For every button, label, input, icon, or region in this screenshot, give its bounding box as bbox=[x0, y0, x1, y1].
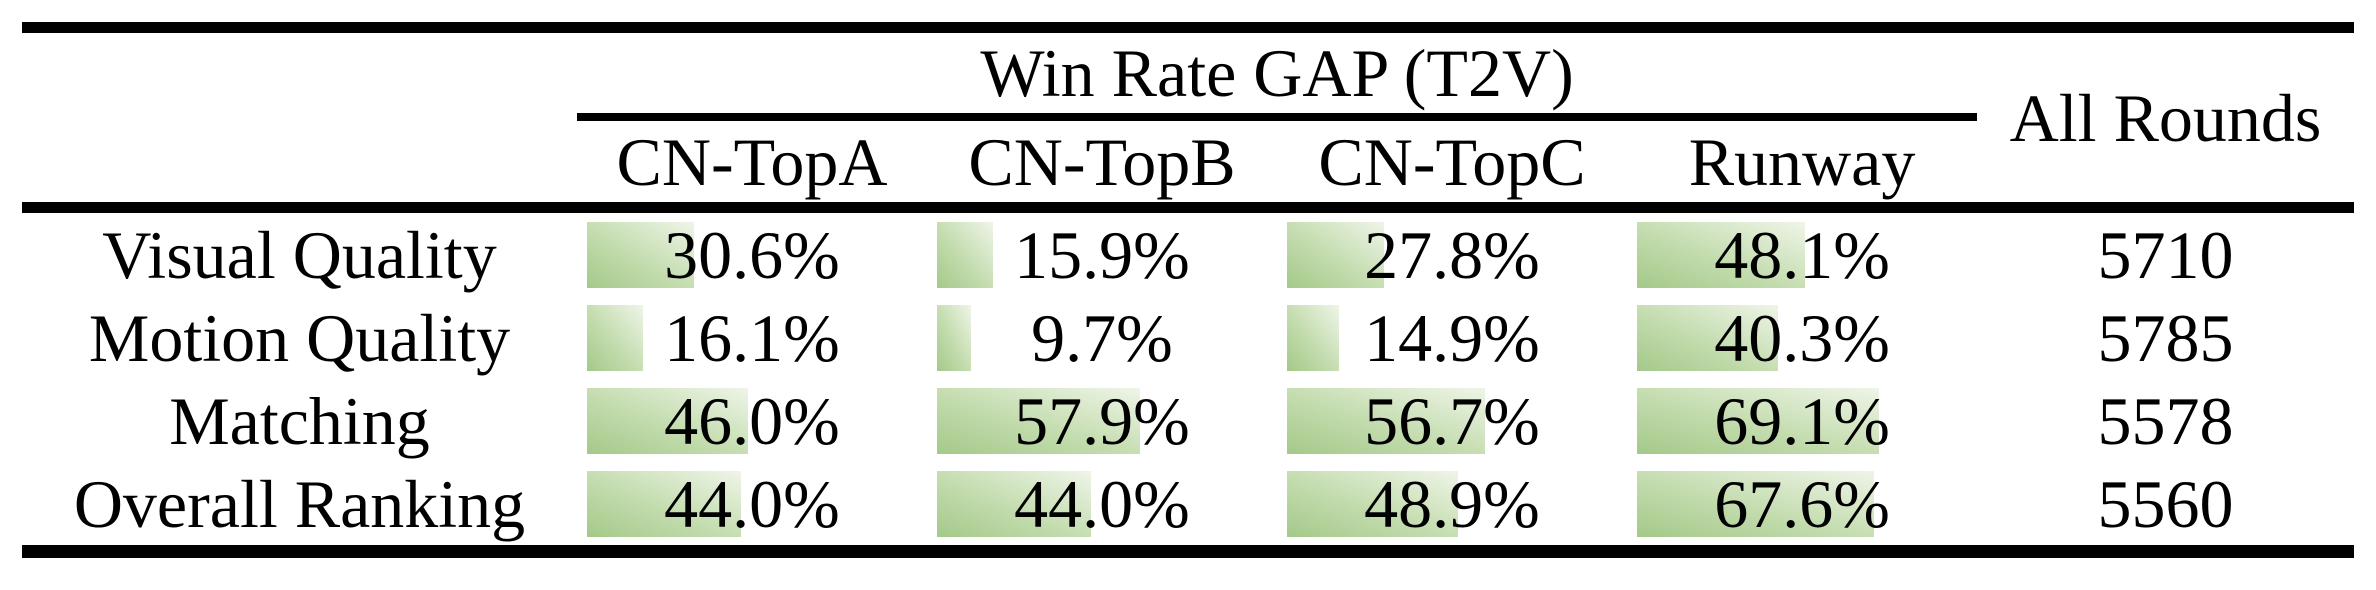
value-cell: 57.9% bbox=[927, 379, 1277, 462]
data-bar bbox=[1287, 470, 1459, 537]
column-header-cn-topa: CN-TopA bbox=[616, 123, 888, 200]
data-bar bbox=[1287, 304, 1340, 371]
column-header-runway: Runway bbox=[1688, 123, 1916, 200]
win-rate-gap-table: Win Rate GAP (T2V) All Rounds CN-TopA CN… bbox=[22, 22, 2355, 558]
row-label-motion-quality: Motion Quality bbox=[88, 299, 511, 376]
value-cell: 40.3% bbox=[1627, 296, 1977, 379]
column-header-cn-topb: CN-TopB bbox=[968, 123, 1236, 200]
column-header-row: CN-TopA CN-TopB CN-TopC Runway bbox=[22, 117, 2354, 208]
percentage-value: 40.3% bbox=[1714, 299, 1890, 376]
table-row: Motion Quality 16.1% 9.7% 14.9% 40.3% 57… bbox=[22, 296, 2354, 379]
percentage-value: 9.7% bbox=[1031, 299, 1173, 376]
value-cell: 48.1% bbox=[1627, 208, 1977, 297]
data-bar bbox=[1287, 221, 1385, 288]
percentage-value: 44.0% bbox=[664, 465, 840, 542]
data-bar bbox=[587, 221, 695, 288]
data-bar bbox=[937, 221, 993, 288]
all-rounds-value: 5785 bbox=[2097, 299, 2234, 376]
value-cell: 44.0% bbox=[927, 462, 1277, 552]
column-header-cn-topc: CN-TopC bbox=[1318, 123, 1586, 200]
row-label-matching: Matching bbox=[169, 382, 430, 459]
value-cell: 16.1% bbox=[577, 296, 927, 379]
value-cell: 9.7% bbox=[927, 296, 1277, 379]
table-row: Matching 46.0% 57.9% 56.7% 69.1% 5578 bbox=[22, 379, 2354, 462]
title-row: Win Rate GAP (T2V) All Rounds bbox=[22, 27, 2354, 208]
corner-cell bbox=[22, 27, 577, 208]
value-cell: 46.0% bbox=[577, 379, 927, 462]
data-bar bbox=[1637, 304, 1779, 371]
value-cell: 27.8% bbox=[1277, 208, 1627, 297]
all-rounds-value: 5578 bbox=[2097, 382, 2234, 459]
table-header: Win Rate GAP (T2V) All Rounds CN-TopA CN… bbox=[22, 27, 2355, 208]
data-bar bbox=[937, 304, 971, 371]
all-rounds-value: 5710 bbox=[2097, 216, 2234, 293]
all-rounds-value: 5560 bbox=[2097, 465, 2234, 542]
value-cell: 56.7% bbox=[1277, 379, 1627, 462]
table-row: Visual Quality 30.6% 15.9% 27.8% 48.1% 5… bbox=[22, 208, 2354, 297]
percentage-value: 46.0% bbox=[664, 382, 840, 459]
percentage-value: 44.0% bbox=[1014, 465, 1190, 542]
percentage-value: 15.9% bbox=[1014, 216, 1190, 293]
row-label-visual-quality: Visual Quality bbox=[102, 216, 497, 293]
percentage-value: 56.7% bbox=[1364, 382, 1540, 459]
table-row: Overall Ranking 44.0% 44.0% 48.9% 67.6% … bbox=[22, 462, 2354, 552]
percentage-value: 69.1% bbox=[1714, 382, 1890, 459]
percentage-value: 30.6% bbox=[664, 216, 840, 293]
percentage-value: 16.1% bbox=[664, 299, 840, 376]
percentage-value: 57.9% bbox=[1014, 382, 1190, 459]
data-bar bbox=[1637, 387, 1879, 454]
table-body: Visual Quality 30.6% 15.9% 27.8% 48.1% 5… bbox=[22, 208, 2354, 552]
percentage-value: 48.1% bbox=[1714, 216, 1890, 293]
percentage-value: 27.8% bbox=[1364, 216, 1540, 293]
data-bar bbox=[587, 387, 748, 454]
data-bar bbox=[1637, 221, 1806, 288]
data-bar bbox=[937, 387, 1140, 454]
percentage-value: 14.9% bbox=[1364, 299, 1540, 376]
table-title: Win Rate GAP (T2V) bbox=[577, 27, 1978, 121]
data-bar bbox=[937, 470, 1091, 537]
value-cell: 14.9% bbox=[1277, 296, 1627, 379]
column-header-all-rounds: All Rounds bbox=[2009, 79, 2322, 156]
data-bar bbox=[1287, 387, 1486, 454]
value-cell: 67.6% bbox=[1627, 462, 1977, 552]
percentage-value: 67.6% bbox=[1714, 465, 1890, 542]
data-bar bbox=[1637, 470, 1874, 537]
row-label-overall-ranking: Overall Ranking bbox=[73, 465, 526, 542]
data-bar bbox=[587, 304, 644, 371]
percentage-value: 48.9% bbox=[1364, 465, 1540, 542]
value-cell: 44.0% bbox=[577, 462, 927, 552]
data-bar bbox=[587, 470, 741, 537]
value-cell: 30.6% bbox=[577, 208, 927, 297]
value-cell: 48.9% bbox=[1277, 462, 1627, 552]
value-cell: 15.9% bbox=[927, 208, 1277, 297]
value-cell: 69.1% bbox=[1627, 379, 1977, 462]
